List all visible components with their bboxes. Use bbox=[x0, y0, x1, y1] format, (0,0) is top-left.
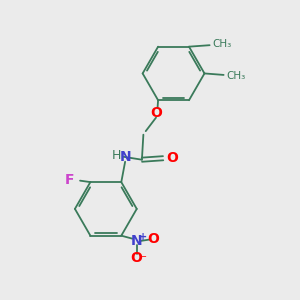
Text: CH₃: CH₃ bbox=[212, 39, 231, 49]
Text: N: N bbox=[131, 234, 142, 248]
Text: +: + bbox=[139, 232, 147, 242]
Text: ⁻: ⁻ bbox=[140, 254, 146, 264]
Text: CH₃: CH₃ bbox=[226, 71, 245, 81]
Text: O: O bbox=[151, 106, 163, 120]
Text: O: O bbox=[147, 232, 159, 247]
Text: F: F bbox=[65, 173, 74, 187]
Text: O: O bbox=[131, 251, 142, 265]
Text: H: H bbox=[112, 149, 122, 162]
Text: O: O bbox=[166, 151, 178, 165]
Text: N: N bbox=[119, 150, 131, 164]
